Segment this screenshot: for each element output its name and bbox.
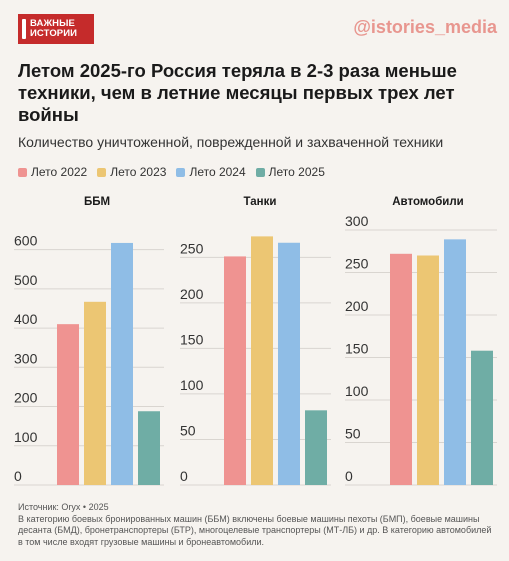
bar xyxy=(111,242,133,485)
y-tick-label: 600 xyxy=(14,233,38,249)
y-tick-label: 500 xyxy=(14,272,38,288)
y-tick-label: 50 xyxy=(345,426,361,442)
y-tick-label: 100 xyxy=(180,377,204,393)
y-tick-label: 50 xyxy=(180,422,196,438)
bar xyxy=(224,256,246,485)
y-tick-label: 250 xyxy=(180,240,204,256)
footnote-text: В категорию боевых бронированных машин (… xyxy=(18,513,492,547)
bar xyxy=(444,239,466,485)
y-tick-label: 150 xyxy=(180,331,204,347)
panel-title: ББМ xyxy=(84,196,110,208)
chart-panel: ББМ 0 100 200 300 400 500 600 xyxy=(14,196,164,486)
y-tick-label: 0 xyxy=(14,468,22,484)
legend-swatch xyxy=(176,167,186,177)
y-tick-label: 200 xyxy=(14,390,38,406)
bar xyxy=(278,242,300,485)
logo-i-icon xyxy=(22,19,26,39)
legend-item: Лето 2022 xyxy=(18,165,87,179)
legend-item: Лето 2025 xyxy=(255,165,325,179)
legend-swatch xyxy=(18,167,27,177)
y-tick-label: 250 xyxy=(345,256,369,272)
bar xyxy=(84,301,106,485)
chart-panel: Танки 0 50 100 150 200 250 xyxy=(180,196,331,486)
bar xyxy=(138,411,160,485)
y-tick-label: 150 xyxy=(345,341,369,357)
social-handle: @istories_media xyxy=(353,17,497,37)
bar xyxy=(251,236,273,485)
legend-item: Лето 2023 xyxy=(97,165,166,179)
y-tick-label: 300 xyxy=(345,213,369,229)
y-tick-label: 200 xyxy=(180,286,204,302)
legend-item: Лето 2024 xyxy=(176,165,246,179)
y-tick-label: 0 xyxy=(345,468,353,484)
legend: Лето 2022 Лето 2023 Лето 2024 Лето 2025 xyxy=(18,165,325,179)
y-tick-label: 100 xyxy=(345,383,369,399)
footer: Источник: Oryx • 2025 В категорию боевых… xyxy=(18,502,498,548)
chart-title: Летом 2025-го Россия теряла в 2-3 раза м… xyxy=(18,60,457,125)
legend-label: Лето 2023 xyxy=(110,165,167,179)
bar xyxy=(471,350,493,485)
bar xyxy=(417,255,439,485)
bar-chart-panels: ББМ0100200300400500600Танки0501001502002… xyxy=(14,196,497,486)
bar xyxy=(305,410,327,485)
y-tick-label: 400 xyxy=(14,311,38,327)
legend-swatch xyxy=(97,167,107,177)
panel-title: Танки xyxy=(244,196,277,208)
chart-panel: Автомобили 0 50 100 150 200 250 300 xyxy=(345,196,497,486)
legend-label: Лето 2024 xyxy=(189,165,246,179)
y-tick-label: 0 xyxy=(180,468,188,484)
panel-title: Автомобили xyxy=(392,196,464,208)
brand-logo: ВАЖНЫЕ ИСТОРИИ xyxy=(18,14,94,44)
source-text: Источник: Oryx • 2025 xyxy=(18,502,109,512)
y-tick-label: 200 xyxy=(345,298,369,314)
chart-subtitle: Количество уничтоженной, поврежденной и … xyxy=(18,134,444,150)
bar xyxy=(57,324,79,485)
legend-swatch xyxy=(255,167,265,177)
y-tick-label: 100 xyxy=(14,429,38,445)
y-tick-label: 300 xyxy=(14,350,38,366)
logo-text: ВАЖНЫЕ ИСТОРИИ xyxy=(30,18,78,39)
bar xyxy=(390,253,412,485)
legend-label: Лето 2022 xyxy=(31,165,88,179)
legend-label: Лето 2025 xyxy=(268,165,325,179)
